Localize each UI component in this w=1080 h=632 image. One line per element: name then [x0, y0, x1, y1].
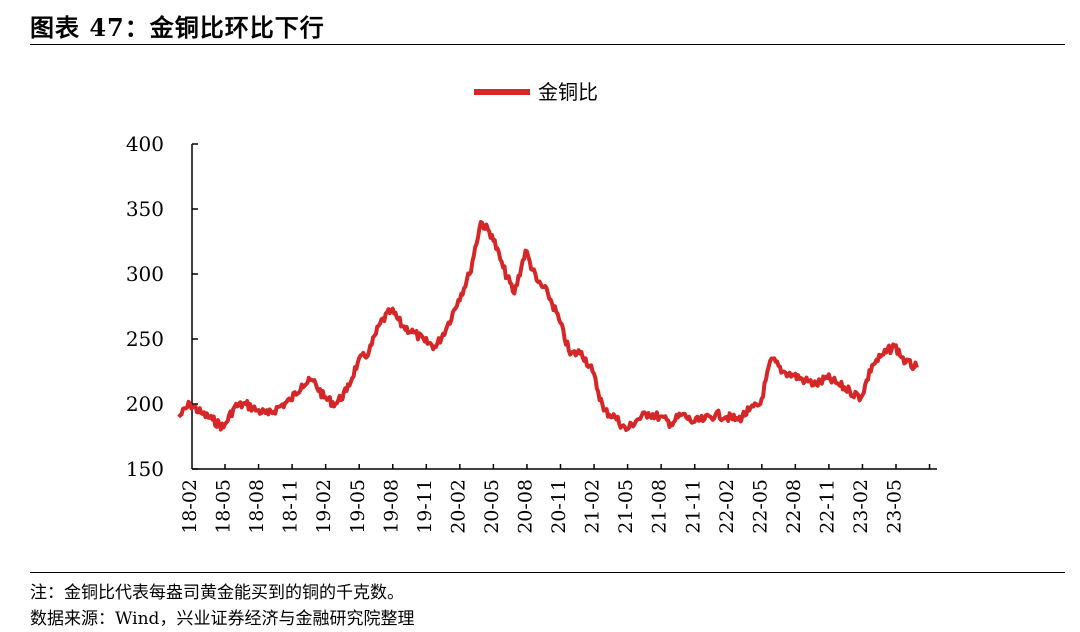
x-axis: 18-02 18-05 18-08 18-11 19-02 19-05 19-08 19-11… [179, 464, 937, 534]
x-tick-label: 21-08 [649, 479, 671, 534]
x-tick-label: 23-05 [884, 479, 906, 534]
y-axis: 150 200 250 300 350 400 [126, 132, 198, 481]
legend: 金铜比 [474, 80, 598, 104]
data-source: 数据来源：Wind，兴业证券经济与金融研究院整理 [30, 609, 415, 629]
y-tick-label: 250 [126, 327, 164, 351]
legend-label: 金铜比 [538, 80, 598, 104]
x-tick-label: 18-11 [280, 479, 302, 534]
x-tick-label: 18-08 [246, 479, 268, 534]
figure-title: 图表 47：金铜比环比下行 [30, 13, 325, 42]
x-tick-label: 22-05 [749, 479, 771, 534]
y-tick-label: 300 [126, 262, 164, 286]
x-tick-label: 18-02 [179, 479, 201, 534]
y-tick-label: 150 [126, 457, 164, 481]
x-tick-label: 18-05 [213, 479, 235, 534]
footer-rule [30, 572, 1065, 573]
y-tick-label: 350 [126, 197, 164, 221]
x-tick-label: 22-08 [783, 479, 805, 534]
x-tick-label: 19-11 [414, 479, 436, 534]
x-tick-label: 20-02 [447, 479, 469, 534]
x-tick-label: 22-11 [816, 479, 838, 534]
x-tick-label: 23-02 [850, 479, 872, 534]
x-tick-label: 20-08 [515, 479, 537, 534]
x-tick-label: 19-02 [313, 479, 335, 534]
x-tick-label: 21-05 [615, 479, 637, 534]
y-tick-label: 400 [126, 132, 164, 156]
x-tick-label: 19-05 [347, 479, 369, 534]
series-line-gold-copper-ratio [177, 220, 919, 432]
x-tick-label: 20-05 [481, 479, 503, 534]
x-tick-label: 21-11 [682, 479, 704, 534]
y-tick-label: 200 [126, 392, 164, 416]
x-tick-label: 22-02 [716, 479, 738, 534]
x-tick-label: 21-02 [582, 479, 604, 534]
chart-note: 注：金铜比代表每盎司黄金能买到的铜的千克数。 [30, 583, 404, 603]
x-tick-label: 20-11 [548, 479, 570, 534]
title-rule [30, 44, 1065, 45]
x-tick-label: 19-08 [380, 479, 402, 534]
